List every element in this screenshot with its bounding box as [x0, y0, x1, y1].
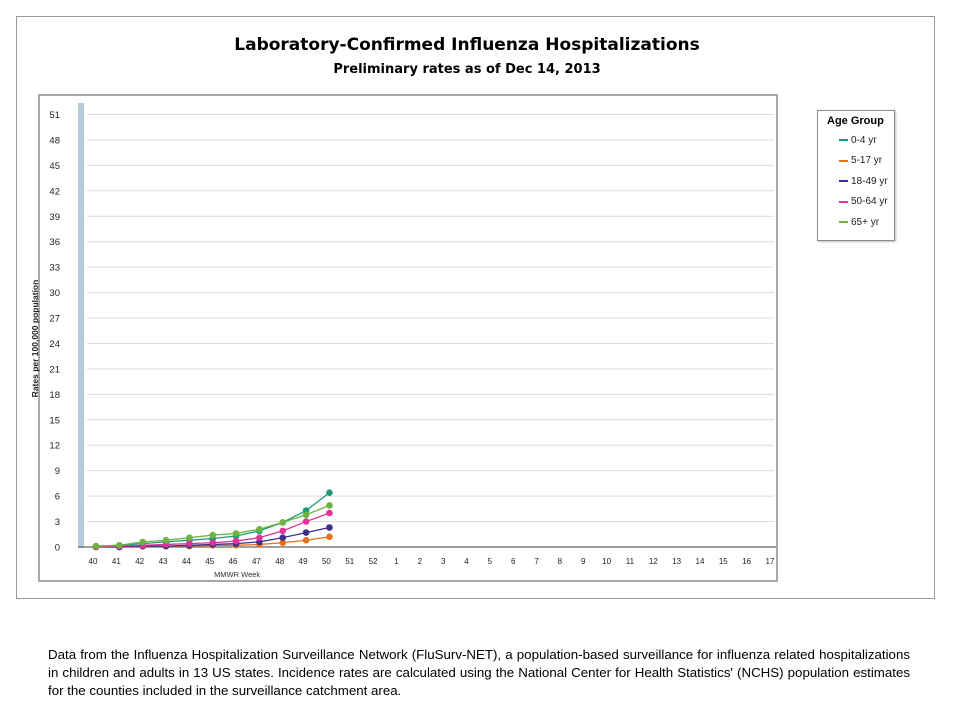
x-tick-label: 10 [602, 557, 611, 566]
plot-border [38, 94, 778, 582]
x-tick-label: 49 [299, 557, 308, 566]
figure-frame: Laboratory-Confirmed Influenza Hospitali… [16, 16, 935, 599]
data-point-5-17-yr [326, 533, 333, 541]
y-tick-label: 27 [49, 314, 60, 325]
data-point-65-yr [162, 536, 170, 544]
legend: Age Group 0-4 yr 5-17 yr 18-49 yr 50-64 yr 6… [817, 110, 895, 241]
x-tick-label: 1 [394, 557, 399, 566]
x-tick-label: 51 [345, 557, 354, 566]
x-tick-label: 42 [135, 557, 144, 566]
y-tick-label: 39 [49, 212, 60, 223]
data-point-65-yr [116, 542, 123, 549]
x-tick-label: 6 [511, 557, 516, 566]
data-point-50-64-yr [186, 540, 193, 547]
data-point-65-yr [186, 534, 193, 541]
data-point-65-yr [326, 502, 333, 509]
x-tick-label: 11 [626, 557, 635, 566]
y-tick-label: 42 [49, 186, 60, 197]
legend-swatch [839, 200, 848, 203]
data-point-50-64-yr [326, 509, 333, 517]
y-axis-band [78, 103, 84, 548]
legend-label: 50-64 yr [851, 196, 888, 207]
data-point-18-49-yr [279, 534, 287, 541]
data-point-50-64-yr [279, 527, 287, 535]
x-tick-label: 45 [205, 557, 214, 566]
legend-swatch [839, 180, 848, 182]
data-point-50-64-yr [256, 534, 263, 541]
y-tick-label: 24 [49, 339, 60, 350]
x-tick-label: 40 [89, 557, 98, 566]
legend-label: 0-4 yr [851, 134, 877, 146]
x-tick-label: 43 [159, 557, 168, 566]
x-tick-label: 8 [558, 557, 563, 566]
data-point-50-64-yr [302, 518, 310, 525]
x-tick-label: 48 [275, 557, 284, 566]
chart-title: Laboratory-Confirmed Influenza Hospitali… [234, 35, 700, 55]
data-point-18-49-yr [302, 529, 310, 536]
y-tick-label: 9 [55, 466, 60, 477]
data-point-65-yr [209, 531, 217, 539]
data-point-50-64-yr [209, 539, 217, 547]
x-tick-label: 47 [252, 557, 261, 566]
x-tick-label: 14 [696, 557, 705, 566]
legend-swatch [839, 139, 848, 141]
data-point-65-yr [92, 542, 100, 550]
legend-item: 18-49 yr [839, 174, 888, 188]
chart-subtitle: Preliminary rates as of Dec 14, 2013 [333, 62, 601, 77]
data-point-50-64-yr [232, 537, 240, 545]
x-tick-label: 52 [369, 557, 378, 566]
x-tick-label: 13 [672, 557, 681, 566]
legend-label: 65+ yr [851, 216, 880, 228]
y-tick-label: 51 [49, 110, 60, 121]
y-axis-label: Rates per 100,000 population [30, 280, 40, 398]
legend-label: 5-17 yr [851, 155, 883, 166]
y-tick-label: 12 [49, 441, 60, 452]
x-tick-label: 5 [488, 557, 493, 566]
data-point-65-yr [279, 519, 287, 526]
data-point-65-yr [256, 525, 263, 533]
x-tick-label: 50 [322, 557, 331, 566]
y-tick-label: 15 [49, 415, 60, 426]
legend-swatch [839, 159, 848, 162]
data-point-5-17-yr [302, 536, 310, 544]
x-tick-label: 41 [112, 557, 121, 566]
x-tick-label: 2 [418, 557, 423, 566]
data-point-65-yr [139, 538, 146, 546]
figure-caption: Data from the Influenza Hospitalization … [48, 647, 910, 698]
y-tick-label: 48 [49, 135, 60, 146]
legend-item: 0-4 yr [839, 133, 877, 147]
y-tick-label: 33 [49, 263, 60, 274]
x-tick-label: 17 [766, 557, 775, 566]
y-tick-label: 36 [49, 237, 60, 248]
x-axis-label: MMWR Week [214, 570, 260, 579]
legend-item: 65+ yr [839, 215, 879, 229]
y-tick-label: 3 [55, 517, 60, 528]
legend-label: 18-49 yr [851, 175, 888, 187]
data-point-18-49-yr [326, 524, 333, 531]
legend-title: Age Group [827, 115, 884, 127]
x-tick-label: 16 [742, 557, 751, 566]
x-tick-label: 44 [182, 557, 191, 566]
y-tick-label: 45 [49, 161, 60, 172]
x-tick-label: 12 [649, 557, 658, 566]
x-tick-label: 9 [581, 557, 586, 566]
data-point-0-4-yr [326, 489, 333, 497]
x-tick-label: 15 [719, 557, 728, 566]
x-tick-label: 3 [441, 557, 446, 566]
x-tick-label: 46 [229, 557, 238, 566]
data-point-5-17-yr [279, 539, 287, 547]
x-tick-label: 7 [534, 557, 539, 566]
legend-swatch [839, 221, 848, 223]
legend-item: 50-64 yr [839, 195, 888, 209]
y-tick-label: 30 [49, 288, 60, 299]
data-point-65-yr [232, 530, 240, 537]
y-tick-label: 6 [55, 492, 60, 503]
y-tick-label: 18 [49, 390, 60, 401]
y-tick-label: 0 [55, 543, 60, 554]
data-point-65-yr [302, 511, 310, 519]
x-tick-label: 4 [464, 557, 469, 566]
legend-item: 5-17 yr [839, 154, 882, 168]
y-tick-label: 21 [49, 364, 60, 375]
